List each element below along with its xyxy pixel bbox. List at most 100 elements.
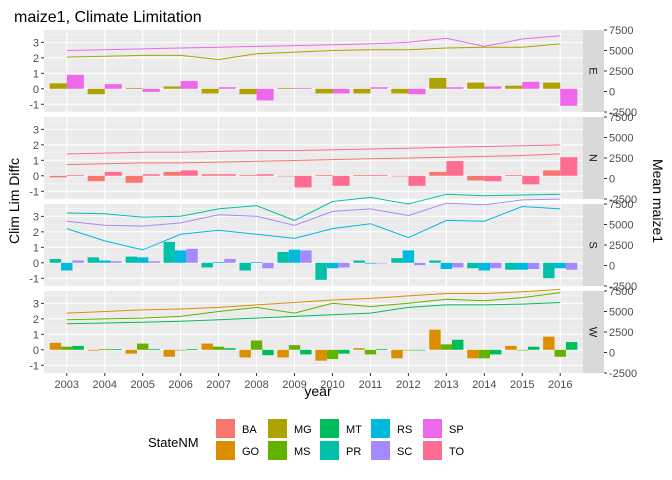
bar-BA-2008 (239, 175, 257, 176)
bar-TO-2014 (484, 175, 502, 182)
x-tick-label: 2014 (472, 379, 496, 391)
bar-MG-2016 (543, 82, 561, 89)
legend-key-TO (423, 441, 442, 460)
bar-TO-2010 (332, 175, 350, 186)
y-tick-label-right: 0 (609, 87, 615, 99)
line-BA (66, 153, 561, 166)
bar-BA-2005 (125, 175, 143, 183)
legend-key-GO (216, 441, 235, 460)
bar-RS-2013 (440, 262, 453, 269)
bar-TO-2009 (294, 175, 312, 188)
bar-PR-2010 (315, 262, 327, 280)
y-tick-label-left: 1 (33, 242, 39, 254)
bar-MS-2007 (212, 346, 225, 350)
legend-label-PR: PR (346, 446, 361, 458)
y-tick-label-left: 0 (33, 345, 39, 357)
y-tick-label-left: 3 (33, 37, 39, 49)
facet-strip (583, 204, 604, 286)
bar-MG-2010 (315, 88, 333, 94)
y-tick-label-right: 0 (609, 261, 615, 273)
facet-strip (583, 117, 604, 199)
y-tick-label-right: -2500 (609, 281, 637, 293)
bar-RS-2008 (250, 262, 263, 263)
x-tick-label: 2011 (359, 379, 383, 391)
bar-SP-2014 (484, 86, 502, 89)
x-tick-label: 2007 (206, 379, 230, 391)
bar-SP-2013 (446, 87, 464, 89)
bar-MT-2004 (110, 349, 122, 350)
bar-MS-2016 (554, 349, 566, 357)
x-tick-label: 2015 (510, 379, 534, 391)
bar-SC-2012 (414, 262, 426, 266)
legend-label-MS: MS (294, 446, 311, 458)
bar-PR-2012 (391, 258, 403, 263)
bar-BA-2007 (201, 174, 219, 176)
bar-MT-2008 (262, 349, 274, 356)
bar-MS-2006 (174, 349, 187, 351)
bar-MS-2004 (99, 349, 111, 350)
bar-MT-2005 (148, 349, 160, 350)
bar-PR-2008 (239, 262, 251, 271)
bar-GO-2016 (543, 336, 555, 350)
line-MT (66, 302, 561, 325)
x-tick-label: 2012 (396, 379, 420, 391)
legend-label-BA: BA (242, 424, 257, 436)
bar-SP-2006 (180, 81, 198, 89)
bar-GO-2004 (87, 349, 100, 351)
bar-RS-2006 (174, 250, 187, 263)
bar-SC-2013 (452, 262, 464, 268)
legend-title: StateNM (148, 435, 199, 450)
y-tick-label-left: -1 (29, 273, 39, 285)
bar-MG-2013 (429, 77, 447, 89)
legend-label-TO: TO (449, 446, 465, 458)
bar-GO-2012 (391, 349, 403, 359)
bar-BA-2010 (315, 175, 333, 176)
line-SC (66, 198, 561, 227)
bar-GO-2003 (49, 342, 62, 350)
bar-MS-2010 (326, 349, 339, 360)
bar-SC-2006 (186, 248, 198, 263)
bar-MS-2009 (288, 345, 301, 350)
legend-label-SP: SP (449, 424, 464, 436)
facet-strip-label: S (587, 241, 599, 248)
bar-PR-2009 (277, 251, 289, 263)
x-axis-title: year (304, 383, 332, 399)
bar-TO-2003 (66, 175, 84, 176)
bar-PR-2007 (201, 262, 213, 268)
y-tick-label-left: 2 (33, 227, 39, 239)
line-RS (66, 205, 561, 251)
bar-PR-2005 (125, 256, 137, 263)
bar-SP-2009 (294, 88, 312, 89)
bar-BA-2003 (49, 175, 67, 178)
y-tick-label-right: -2500 (609, 107, 637, 119)
bar-TO-2008 (256, 174, 274, 176)
bar-MS-2005 (136, 343, 149, 350)
bar-BA-2004 (87, 175, 105, 182)
x-axis: 2003 2004 2005 2006 2007 2008 2009 2010 2011 2012… (55, 373, 572, 391)
bar-TO-2015 (522, 175, 540, 185)
panel-background (44, 30, 583, 112)
bar-TO-2004 (104, 171, 122, 176)
bar-MG-2009 (277, 88, 295, 89)
bar-GO-2013 (429, 329, 441, 350)
bar-SP-2005 (142, 88, 160, 92)
y-tick-label-right: 2500 (609, 66, 633, 78)
bar-PR-2011 (353, 260, 365, 263)
bar-MT-2016 (565, 342, 578, 350)
bar-MS-2011 (364, 349, 377, 355)
bar-BA-2014 (467, 175, 485, 181)
bar-MT-2015 (527, 346, 540, 350)
y-tick-label-right: 7500 (609, 286, 633, 298)
bar-BA-2012 (391, 175, 409, 177)
bar-MT-2010 (338, 349, 350, 354)
bar-PR-2016 (543, 262, 555, 279)
bar-SC-2016 (565, 262, 578, 270)
x-tick-label: 2004 (92, 379, 116, 391)
bar-RS-2003 (61, 262, 73, 271)
line-MG (66, 43, 561, 61)
bar-RS-2009 (288, 249, 301, 263)
bar-MS-2013 (440, 344, 453, 350)
line-MS (66, 292, 561, 321)
bar-MS-2003 (61, 346, 73, 350)
bar-PR-2014 (467, 262, 479, 269)
